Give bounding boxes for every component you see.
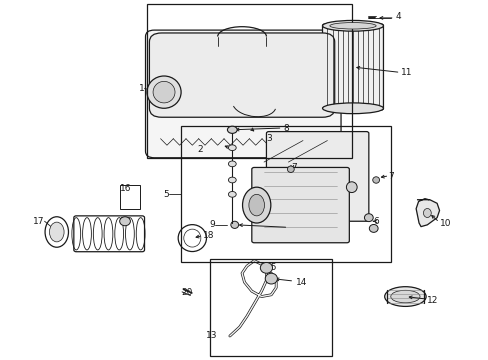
Ellipse shape	[147, 76, 181, 108]
Ellipse shape	[120, 217, 130, 226]
Bar	[147, 4, 351, 158]
Circle shape	[228, 145, 236, 150]
FancyBboxPatch shape	[149, 33, 334, 117]
Text: 16: 16	[120, 184, 131, 193]
Text: 5: 5	[163, 190, 168, 199]
FancyBboxPatch shape	[251, 167, 348, 243]
Ellipse shape	[322, 103, 383, 114]
Text: 1: 1	[139, 84, 144, 93]
Text: 12: 12	[427, 296, 438, 305]
Ellipse shape	[248, 194, 264, 216]
Text: 6: 6	[288, 224, 294, 233]
Ellipse shape	[329, 23, 375, 29]
Ellipse shape	[322, 21, 383, 31]
Text: 11: 11	[400, 68, 411, 77]
Bar	[210, 259, 331, 356]
Ellipse shape	[242, 187, 270, 223]
Text: 13: 13	[206, 332, 217, 341]
Ellipse shape	[264, 273, 277, 284]
Text: 15: 15	[266, 264, 277, 273]
Circle shape	[228, 161, 236, 167]
Circle shape	[228, 192, 236, 197]
Text: 14: 14	[295, 278, 306, 287]
FancyBboxPatch shape	[145, 30, 340, 158]
Ellipse shape	[49, 222, 64, 242]
Ellipse shape	[260, 262, 272, 273]
Circle shape	[228, 177, 236, 183]
Ellipse shape	[423, 208, 430, 217]
Text: 2: 2	[197, 145, 203, 154]
Text: 18: 18	[203, 231, 214, 240]
FancyBboxPatch shape	[266, 132, 368, 221]
Text: 3: 3	[266, 134, 272, 143]
Bar	[181, 126, 390, 262]
Text: 4: 4	[395, 12, 401, 21]
Text: 19: 19	[120, 217, 131, 226]
Text: 7: 7	[387, 172, 393, 181]
Text: 7: 7	[290, 163, 296, 172]
Ellipse shape	[287, 166, 294, 172]
Ellipse shape	[230, 221, 238, 228]
Bar	[120, 185, 140, 209]
Ellipse shape	[368, 225, 377, 232]
Text: 17: 17	[33, 217, 44, 226]
Text: 20: 20	[181, 288, 192, 297]
Text: 9: 9	[209, 220, 215, 229]
Text: 10: 10	[439, 219, 450, 228]
Ellipse shape	[390, 290, 419, 303]
Ellipse shape	[384, 287, 425, 306]
Text: 6: 6	[373, 217, 379, 226]
Ellipse shape	[346, 182, 356, 193]
FancyBboxPatch shape	[322, 24, 383, 110]
Polygon shape	[415, 199, 439, 226]
Circle shape	[227, 126, 237, 134]
Ellipse shape	[364, 214, 372, 222]
Text: 8: 8	[283, 123, 289, 132]
Ellipse shape	[153, 81, 175, 103]
Ellipse shape	[372, 177, 379, 183]
